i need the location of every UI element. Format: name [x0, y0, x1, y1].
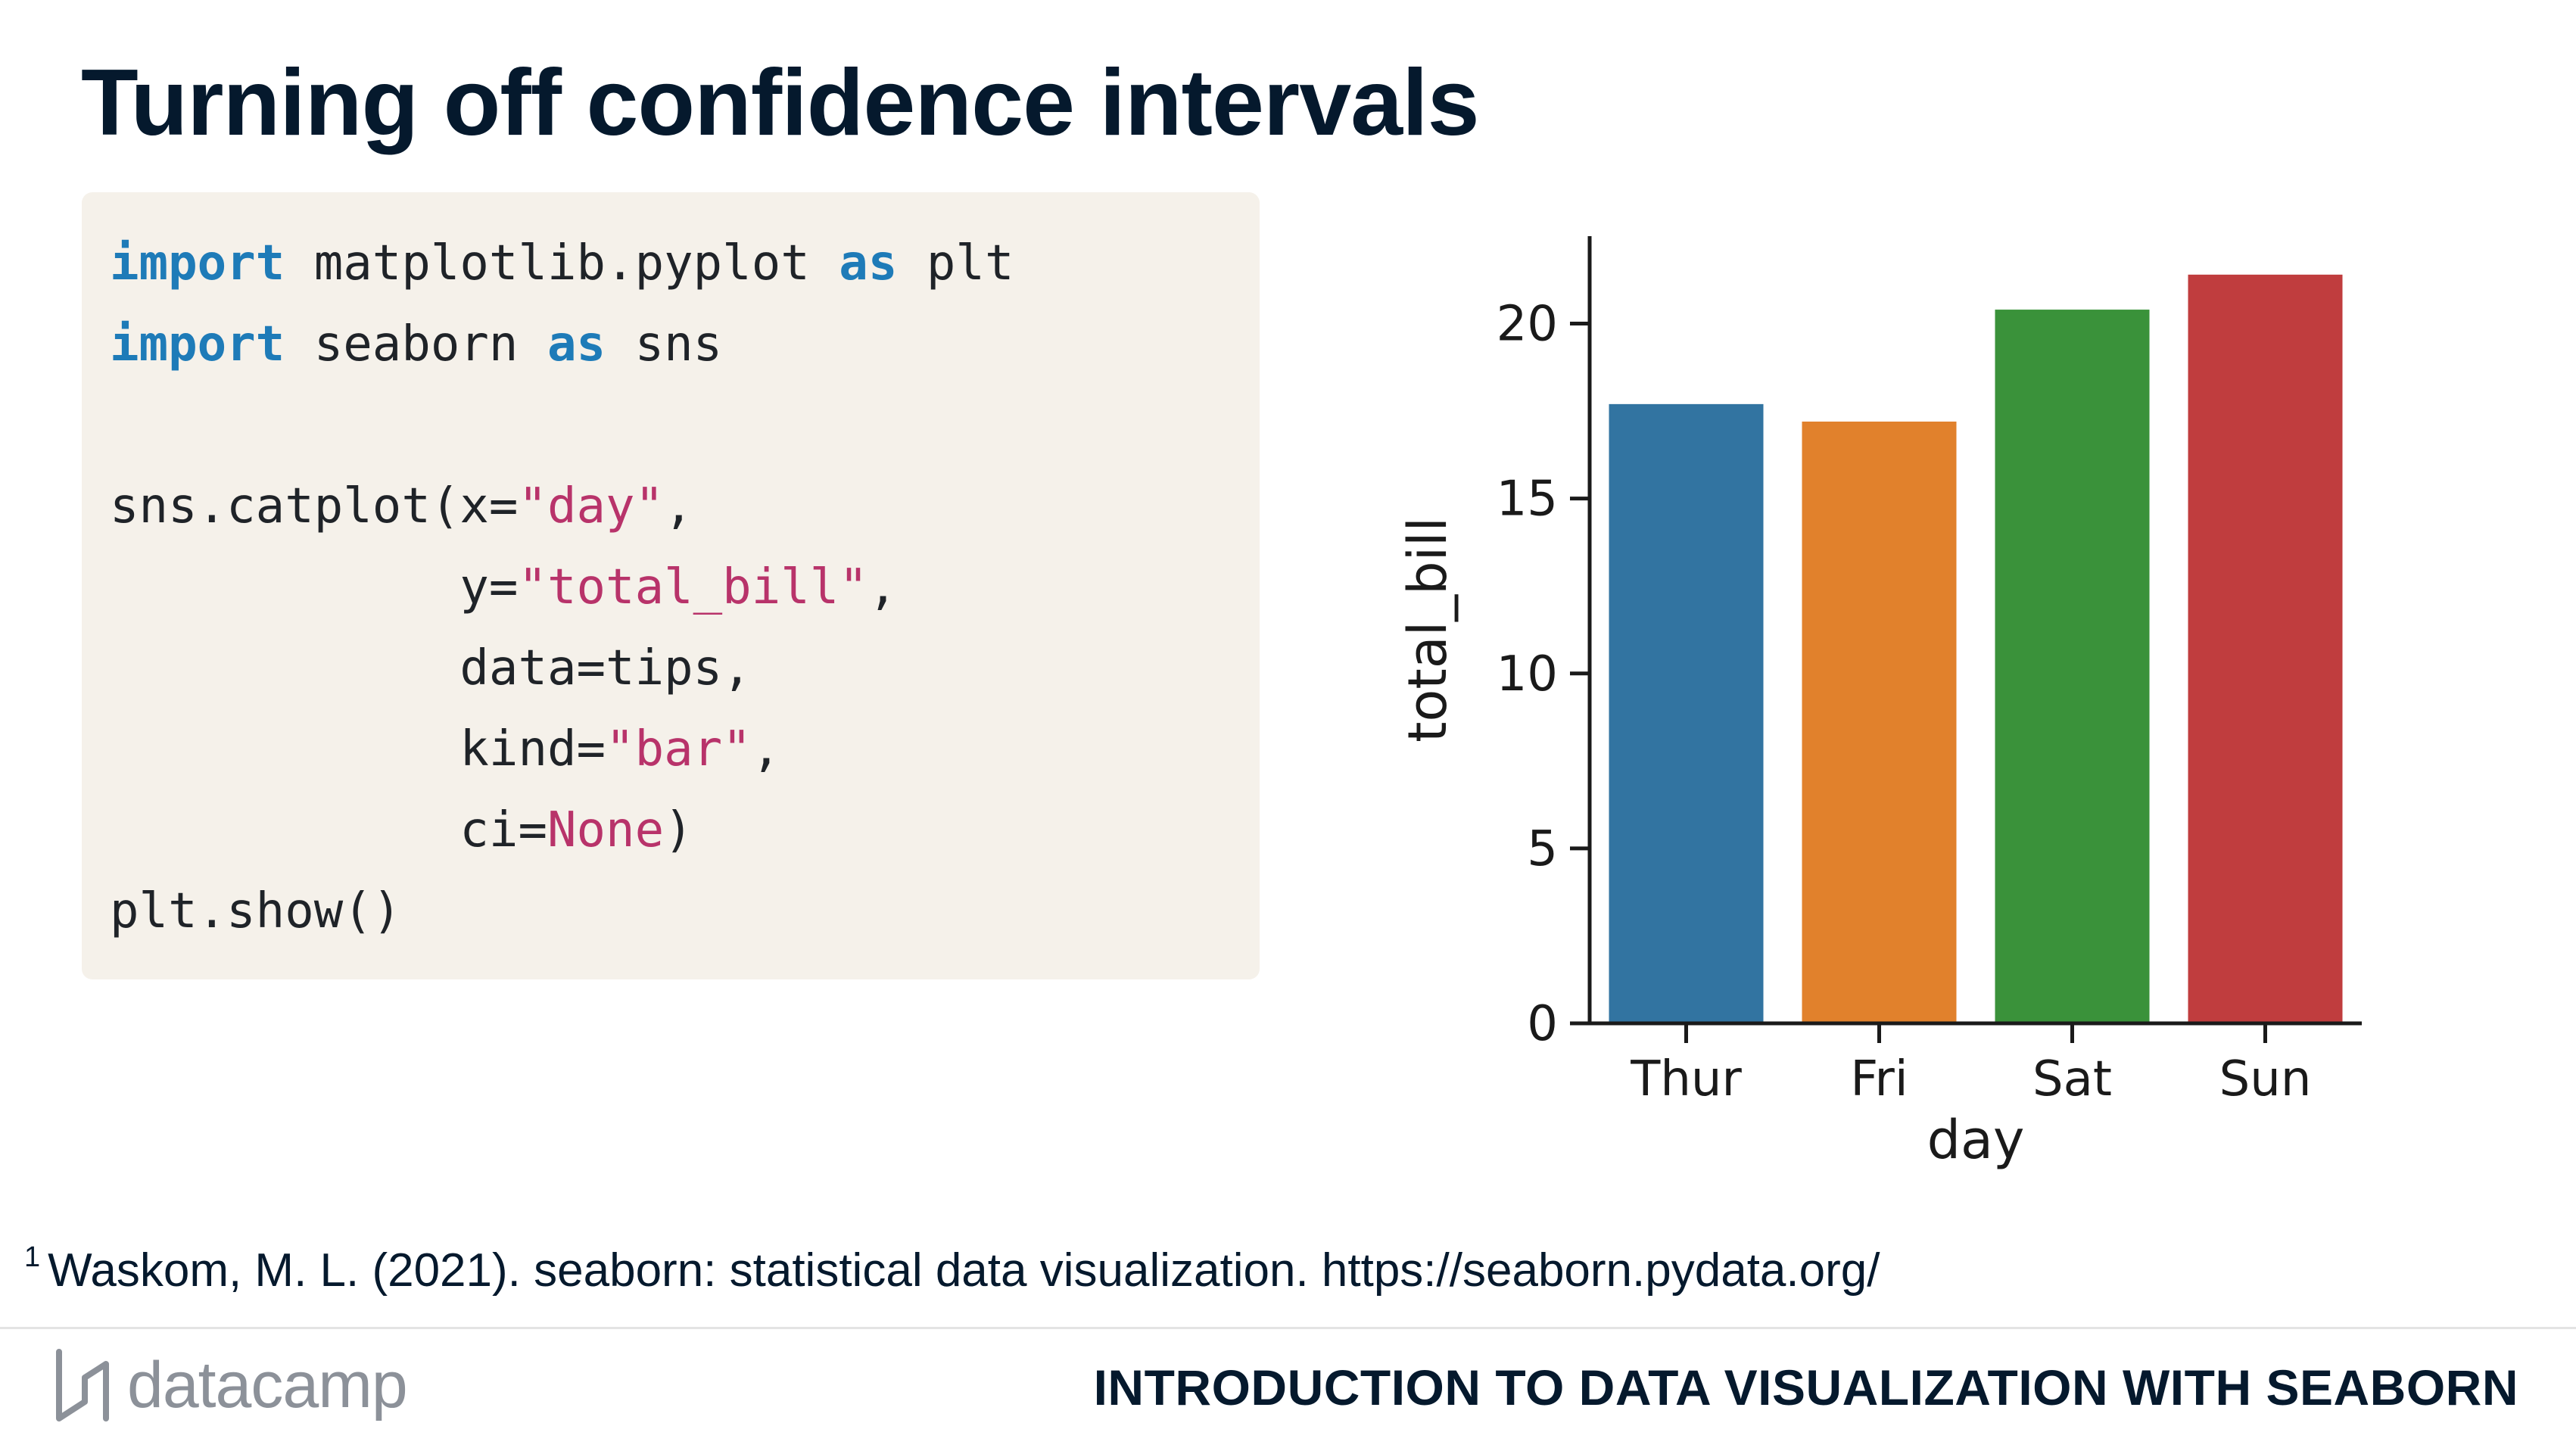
code-line: import matplotlib.pyplot as plt — [110, 239, 1014, 288]
slide-title: Turning off confidence intervals — [81, 51, 1480, 155]
bar-sat — [1995, 310, 2150, 1023]
y-tick-label: 10 — [1497, 646, 1558, 702]
code-token: , — [664, 478, 693, 534]
y-tick-label: 5 — [1527, 821, 1558, 877]
course-title: INTRODUCTION TO DATA VISUALIZATION WITH … — [1093, 1359, 2518, 1415]
y-tick-label: 15 — [1497, 472, 1558, 528]
x-tick-label: Thur — [1630, 1051, 1742, 1107]
code-token: None — [547, 802, 665, 858]
code-token: seaborn — [285, 316, 547, 372]
code-line: sns.catplot(x="day", — [110, 482, 693, 531]
code-line: y="total_bill", — [110, 563, 897, 612]
footer-divider — [0, 1327, 2576, 1329]
code-token: sns — [606, 316, 723, 372]
x-tick-label: Sun — [2219, 1051, 2312, 1107]
code-block: import matplotlib.pyplot as plt import se… — [82, 192, 1260, 979]
footnote: 1 Waskom, M. L. (2021). seaborn: statisti… — [24, 1241, 1880, 1297]
bar-thur — [1609, 403, 1764, 1023]
code-token: sns.catplot(x= — [110, 478, 519, 534]
code-token: as — [547, 316, 606, 372]
code-token: as — [839, 235, 898, 291]
code-line: data=tips, — [110, 644, 751, 693]
code-line: ci=None) — [110, 806, 693, 855]
code-token: "day" — [518, 478, 665, 534]
code-token: ) — [664, 802, 693, 858]
code-token: import — [110, 235, 285, 291]
code-token: , — [751, 721, 781, 777]
code-line: plt.show() — [110, 887, 401, 936]
code-token: y= — [110, 559, 519, 615]
code-token: plt — [897, 235, 1014, 291]
code-token: "bar" — [606, 721, 752, 777]
datacamp-logo-icon — [56, 1349, 109, 1421]
code-token: data=tips, — [110, 640, 752, 696]
y-axis-label: total_bill — [1400, 517, 1459, 743]
code-token: ci= — [110, 802, 547, 858]
x-axis-label: day — [1927, 1109, 2025, 1171]
bar-fri — [1802, 421, 1957, 1023]
code-token: import — [110, 316, 285, 372]
bar-sun — [2188, 274, 2343, 1023]
code-token: , — [867, 559, 898, 615]
x-tick-label: Fri — [1850, 1051, 1908, 1107]
y-tick-label: 20 — [1497, 297, 1558, 353]
code-token: plt.show() — [110, 883, 402, 939]
code-line: kind="bar", — [110, 725, 780, 774]
x-tick-label: Sat — [2032, 1051, 2112, 1107]
y-tick-label: 0 — [1527, 996, 1558, 1052]
code-token: kind= — [110, 721, 606, 777]
datacamp-logo: datacamp — [53, 1344, 408, 1427]
code-line: import seaborn as sns — [110, 320, 722, 369]
bar-chart-svg: Thur Fri Sat Sun 0 5 10 15 20 day total_bill — [1400, 236, 2362, 1171]
datacamp-wordmark: datacamp — [127, 1348, 408, 1421]
footnote-text: Waskom, M. L. (2021). seaborn: statistic… — [48, 1244, 1880, 1297]
code-token: "total_bill" — [518, 559, 868, 615]
code-token: matplotlib.pyplot — [285, 235, 839, 291]
bar-chart: Thur Fri Sat Sun 0 5 10 15 20 day total_bill — [1400, 197, 2384, 1219]
footnote-marker: 1 — [24, 1241, 41, 1273]
